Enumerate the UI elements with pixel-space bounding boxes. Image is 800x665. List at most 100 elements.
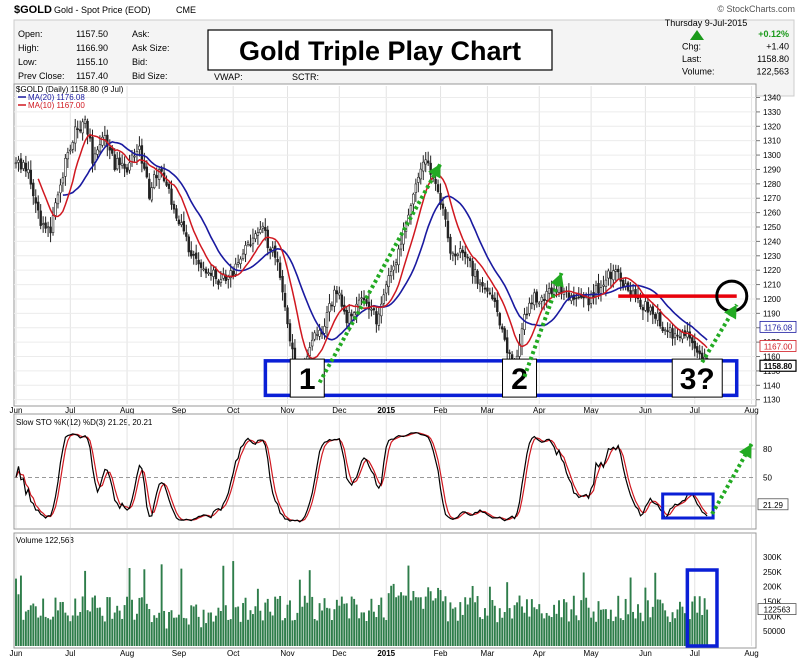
volume-bar — [417, 597, 420, 646]
volume-bar — [123, 605, 126, 646]
candle-body — [641, 307, 645, 311]
volume-bar — [101, 615, 104, 646]
candle-body — [207, 272, 210, 275]
candle-body — [261, 225, 265, 229]
candle-body — [51, 215, 55, 233]
volume-bar — [701, 614, 704, 646]
x-tick-label: Jul — [690, 649, 700, 658]
volume-bar — [464, 597, 467, 646]
candle-body — [661, 326, 664, 332]
candle-body — [251, 237, 255, 245]
volume-tag-box — [757, 603, 797, 616]
label-box — [671, 358, 723, 398]
volume-bar — [624, 598, 627, 646]
candle-body — [444, 209, 447, 220]
candle-body — [74, 126, 77, 144]
label-box — [502, 358, 538, 398]
volume-bar — [580, 600, 583, 646]
volume-bar — [202, 609, 205, 646]
volume-bar — [528, 616, 531, 646]
volume-bar — [207, 612, 210, 646]
candle-body — [498, 313, 501, 326]
vwap-label: VWAP: — [214, 72, 243, 82]
candle-body — [503, 328, 506, 340]
x-tick-label: Apr — [533, 649, 546, 658]
volume-bar — [592, 611, 595, 646]
candle-body — [308, 347, 311, 356]
candle-body — [155, 175, 158, 179]
volume-bar — [641, 621, 644, 646]
volume-bar — [553, 604, 556, 646]
candle-body — [246, 242, 250, 245]
volume-bar — [306, 602, 309, 646]
value-tag: 1158.80 — [764, 362, 793, 371]
candle-body — [436, 184, 440, 193]
stat-value: +0.12% — [758, 29, 789, 39]
candle-body — [375, 311, 378, 325]
volume-bar — [195, 604, 198, 646]
volume-bar — [219, 611, 222, 646]
candle-body — [429, 162, 432, 175]
candle-body — [338, 292, 341, 296]
x-tick-label: 2015 — [377, 406, 395, 415]
candle-body — [49, 226, 52, 234]
volume-bar — [479, 617, 481, 646]
candle-body — [175, 208, 178, 219]
candle-body — [540, 296, 543, 302]
candle-body — [446, 220, 450, 239]
volume-bar — [562, 599, 565, 646]
volume-bar — [27, 609, 30, 646]
stat-label: Low: — [18, 57, 37, 67]
volume-bar — [212, 621, 215, 646]
volume-bar — [98, 607, 101, 646]
candle-body — [313, 332, 316, 340]
volume-bar — [360, 612, 363, 646]
volume-bar — [205, 623, 208, 646]
volume-bar — [498, 608, 501, 646]
volume-bar — [427, 587, 430, 646]
candle-body — [244, 245, 247, 255]
volume-bar — [363, 612, 365, 646]
volume-bar — [646, 600, 649, 646]
volume-bar — [197, 616, 200, 646]
volume-bar — [143, 569, 146, 646]
candle-body — [530, 302, 534, 305]
volume-bar — [79, 611, 82, 646]
candle-body — [698, 350, 701, 355]
candle-body — [167, 183, 171, 189]
volume-bar — [126, 596, 129, 646]
stat-label: Prev Close: — [18, 71, 65, 81]
candle-body — [185, 232, 188, 237]
candle-body — [264, 227, 267, 231]
candle-body — [419, 168, 422, 180]
candle-body — [123, 163, 126, 169]
candle-body — [278, 262, 282, 278]
volume-bar — [442, 601, 444, 646]
volume-bar — [365, 621, 368, 646]
volume-bar — [64, 612, 67, 646]
value-tag-box — [759, 340, 797, 352]
volume-bar — [289, 600, 291, 646]
candle-body — [464, 251, 467, 257]
volume-bar — [491, 600, 494, 646]
candle-body — [543, 299, 546, 301]
price-x-axis: Jun Jul Aug Sep Oct Nov Dec 2015 Feb Mar Apr May Jun… — [10, 406, 759, 415]
candle-body — [609, 271, 613, 280]
candle-body — [547, 288, 551, 294]
volume-bar — [555, 613, 558, 646]
volume-bar — [76, 615, 79, 646]
volume-annotations — [685, 568, 719, 648]
candle-body — [533, 292, 536, 306]
candle-body — [269, 248, 272, 251]
candle-body — [619, 272, 622, 282]
symbol: $GOLD — [14, 4, 52, 16]
volume-bar — [466, 604, 469, 646]
stat-value: 1157.40 — [76, 71, 108, 81]
stoch-d-line — [15, 432, 708, 522]
volume-tag: 122563 — [764, 606, 791, 615]
candle-body — [256, 232, 260, 236]
volume-bar — [345, 603, 348, 646]
volume-bar — [17, 594, 20, 646]
candle-body — [612, 270, 615, 281]
